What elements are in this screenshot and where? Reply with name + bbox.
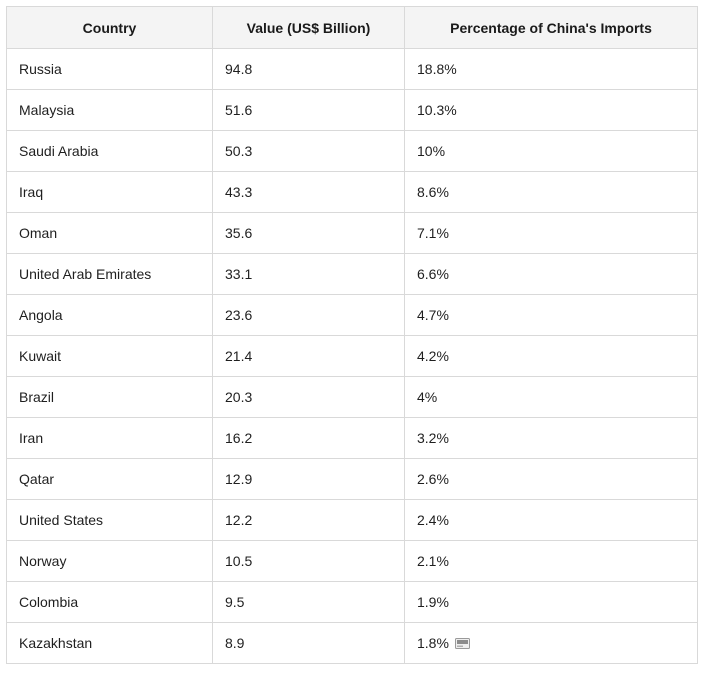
cell-value: 33.1 — [212, 253, 405, 295]
cell-percentage: 3.2% — [404, 417, 698, 459]
cell-country: Colombia — [6, 581, 213, 623]
table-body: Russia 94.8 18.8% Malaysia 51.6 10.3% Saudi Ar… — [6, 48, 698, 664]
percentage-text: 1.8% — [417, 635, 449, 651]
cell-value: 9.5 — [212, 581, 405, 623]
table-row: Brazil 20.3 4% — [6, 376, 698, 418]
cell-value: 12.9 — [212, 458, 405, 500]
table-row: Oman 35.6 7.1% — [6, 212, 698, 254]
cell-country: Kuwait — [6, 335, 213, 377]
cell-percentage: 18.8% — [404, 48, 698, 90]
table-row: United States 12.2 2.4% — [6, 499, 698, 541]
table-row: Malaysia 51.6 10.3% — [6, 89, 698, 131]
oil-imports-table: Country Value (US$ Billion) Percentage o… — [6, 6, 698, 664]
table-row: Colombia 9.5 1.9% — [6, 581, 698, 623]
cell-percentage: 1.8% — [404, 622, 698, 664]
table-row: Kazakhstan 8.9 1.8% — [6, 622, 698, 664]
cell-country: Iran — [6, 417, 213, 459]
cell-percentage: 7.1% — [404, 212, 698, 254]
table-row: Russia 94.8 18.8% — [6, 48, 698, 90]
cell-value: 10.5 — [212, 540, 405, 582]
cell-country: Qatar — [6, 458, 213, 500]
cell-value: 94.8 — [212, 48, 405, 90]
cell-country: Malaysia — [6, 89, 213, 131]
table-row: Iraq 43.3 8.6% — [6, 171, 698, 213]
cell-country: Norway — [6, 540, 213, 582]
percentage-with-icon: 1.8% — [417, 635, 470, 651]
cell-country: United States — [6, 499, 213, 541]
cell-percentage: 4.2% — [404, 335, 698, 377]
table-row: United Arab Emirates 33.1 6.6% — [6, 253, 698, 295]
table-row: Saudi Arabia 50.3 10% — [6, 130, 698, 172]
cell-value: 16.2 — [212, 417, 405, 459]
cell-percentage: 10.3% — [404, 89, 698, 131]
cell-value: 20.3 — [212, 376, 405, 418]
cell-percentage: 2.6% — [404, 458, 698, 500]
table-row: Angola 23.6 4.7% — [6, 294, 698, 336]
cell-value: 51.6 — [212, 89, 405, 131]
cell-percentage: 4% — [404, 376, 698, 418]
cell-country: Brazil — [6, 376, 213, 418]
cell-country: Iraq — [6, 171, 213, 213]
cell-percentage: 10% — [404, 130, 698, 172]
cell-country: Oman — [6, 212, 213, 254]
cell-percentage: 2.1% — [404, 540, 698, 582]
header-country: Country — [6, 6, 213, 49]
table-row: Qatar 12.9 2.6% — [6, 458, 698, 500]
table-row: Norway 10.5 2.1% — [6, 540, 698, 582]
cell-percentage: 8.6% — [404, 171, 698, 213]
cell-value: 35.6 — [212, 212, 405, 254]
table-row: Iran 16.2 3.2% — [6, 417, 698, 459]
cell-value: 8.9 — [212, 622, 405, 664]
table-header: Country Value (US$ Billion) Percentage o… — [6, 6, 698, 49]
cell-value: 21.4 — [212, 335, 405, 377]
header-row: Country Value (US$ Billion) Percentage o… — [6, 6, 698, 49]
cell-value: 23.6 — [212, 294, 405, 336]
cell-value: 50.3 — [212, 130, 405, 172]
small-image-icon[interactable] — [454, 637, 470, 649]
header-value: Value (US$ Billion) — [212, 6, 405, 49]
cell-country: United Arab Emirates — [6, 253, 213, 295]
cell-value: 43.3 — [212, 171, 405, 213]
cell-country: Angola — [6, 294, 213, 336]
data-table-container: Country Value (US$ Billion) Percentage o… — [6, 6, 698, 664]
cell-value: 12.2 — [212, 499, 405, 541]
header-percentage: Percentage of China's Imports — [404, 6, 698, 49]
cell-percentage: 1.9% — [404, 581, 698, 623]
cell-country: Russia — [6, 48, 213, 90]
cell-percentage: 4.7% — [404, 294, 698, 336]
cell-percentage: 6.6% — [404, 253, 698, 295]
table-row: Kuwait 21.4 4.2% — [6, 335, 698, 377]
cell-country: Saudi Arabia — [6, 130, 213, 172]
cell-percentage: 2.4% — [404, 499, 698, 541]
cell-country: Kazakhstan — [6, 622, 213, 664]
